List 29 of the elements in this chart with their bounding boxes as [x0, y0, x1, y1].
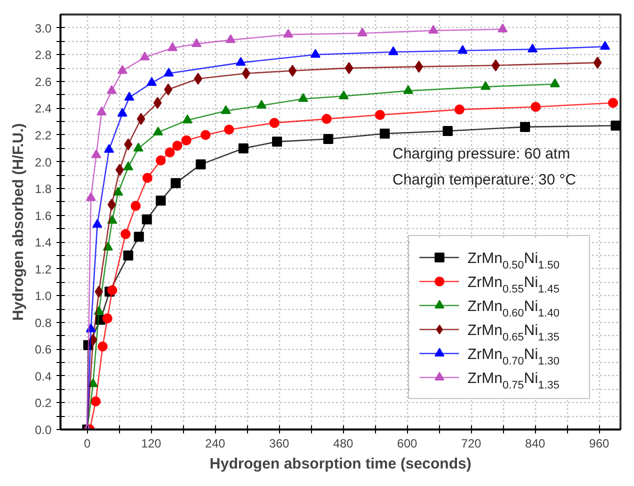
- x-tick-label: 480: [333, 436, 354, 450]
- y-axis-title: Hydrogen absorbed (H/F.U.): [10, 123, 27, 321]
- y-tick-label: 2.6: [34, 74, 52, 89]
- y-tick-label: 2.8: [34, 48, 52, 62]
- y-tick-label: 2.4: [34, 102, 52, 116]
- y-tick-label: 1.8: [34, 182, 52, 196]
- y-tick-label: 0.8: [34, 316, 52, 330]
- x-axis-title: Hydrogen absorption time (seconds): [210, 456, 472, 472]
- x-tick-label: 840: [525, 436, 546, 450]
- annotation: Charging pressure: 60 atm: [392, 146, 570, 162]
- x-tick-label: 600: [397, 436, 418, 450]
- y-tick-label: 1.6: [34, 208, 52, 223]
- x-tick-label: 120: [141, 436, 162, 450]
- y-tick-label: 3.0: [34, 21, 52, 36]
- x-tick-label: 720: [461, 436, 482, 450]
- x-tick-label: 360: [269, 436, 290, 450]
- y-tick-label: 0.6: [34, 342, 52, 357]
- x-tick-label: 240: [205, 436, 226, 450]
- y-tick-label: 2.0: [34, 155, 52, 170]
- x-tick-label: 0: [84, 436, 91, 450]
- y-tick-label: 0.2: [34, 396, 52, 410]
- y-tick-label: 0.0: [34, 423, 52, 437]
- y-tick-label: 2.2: [34, 128, 52, 142]
- y-tick-label: 1.4: [34, 236, 52, 250]
- y-tick-label: 1.0: [34, 289, 52, 304]
- x-tick-label: 960: [589, 436, 610, 450]
- y-tick-label: 1.2: [34, 262, 52, 276]
- y-tick-label: 0.4: [34, 369, 52, 384]
- annotation: Chargin temperature: 30 °C: [392, 172, 576, 188]
